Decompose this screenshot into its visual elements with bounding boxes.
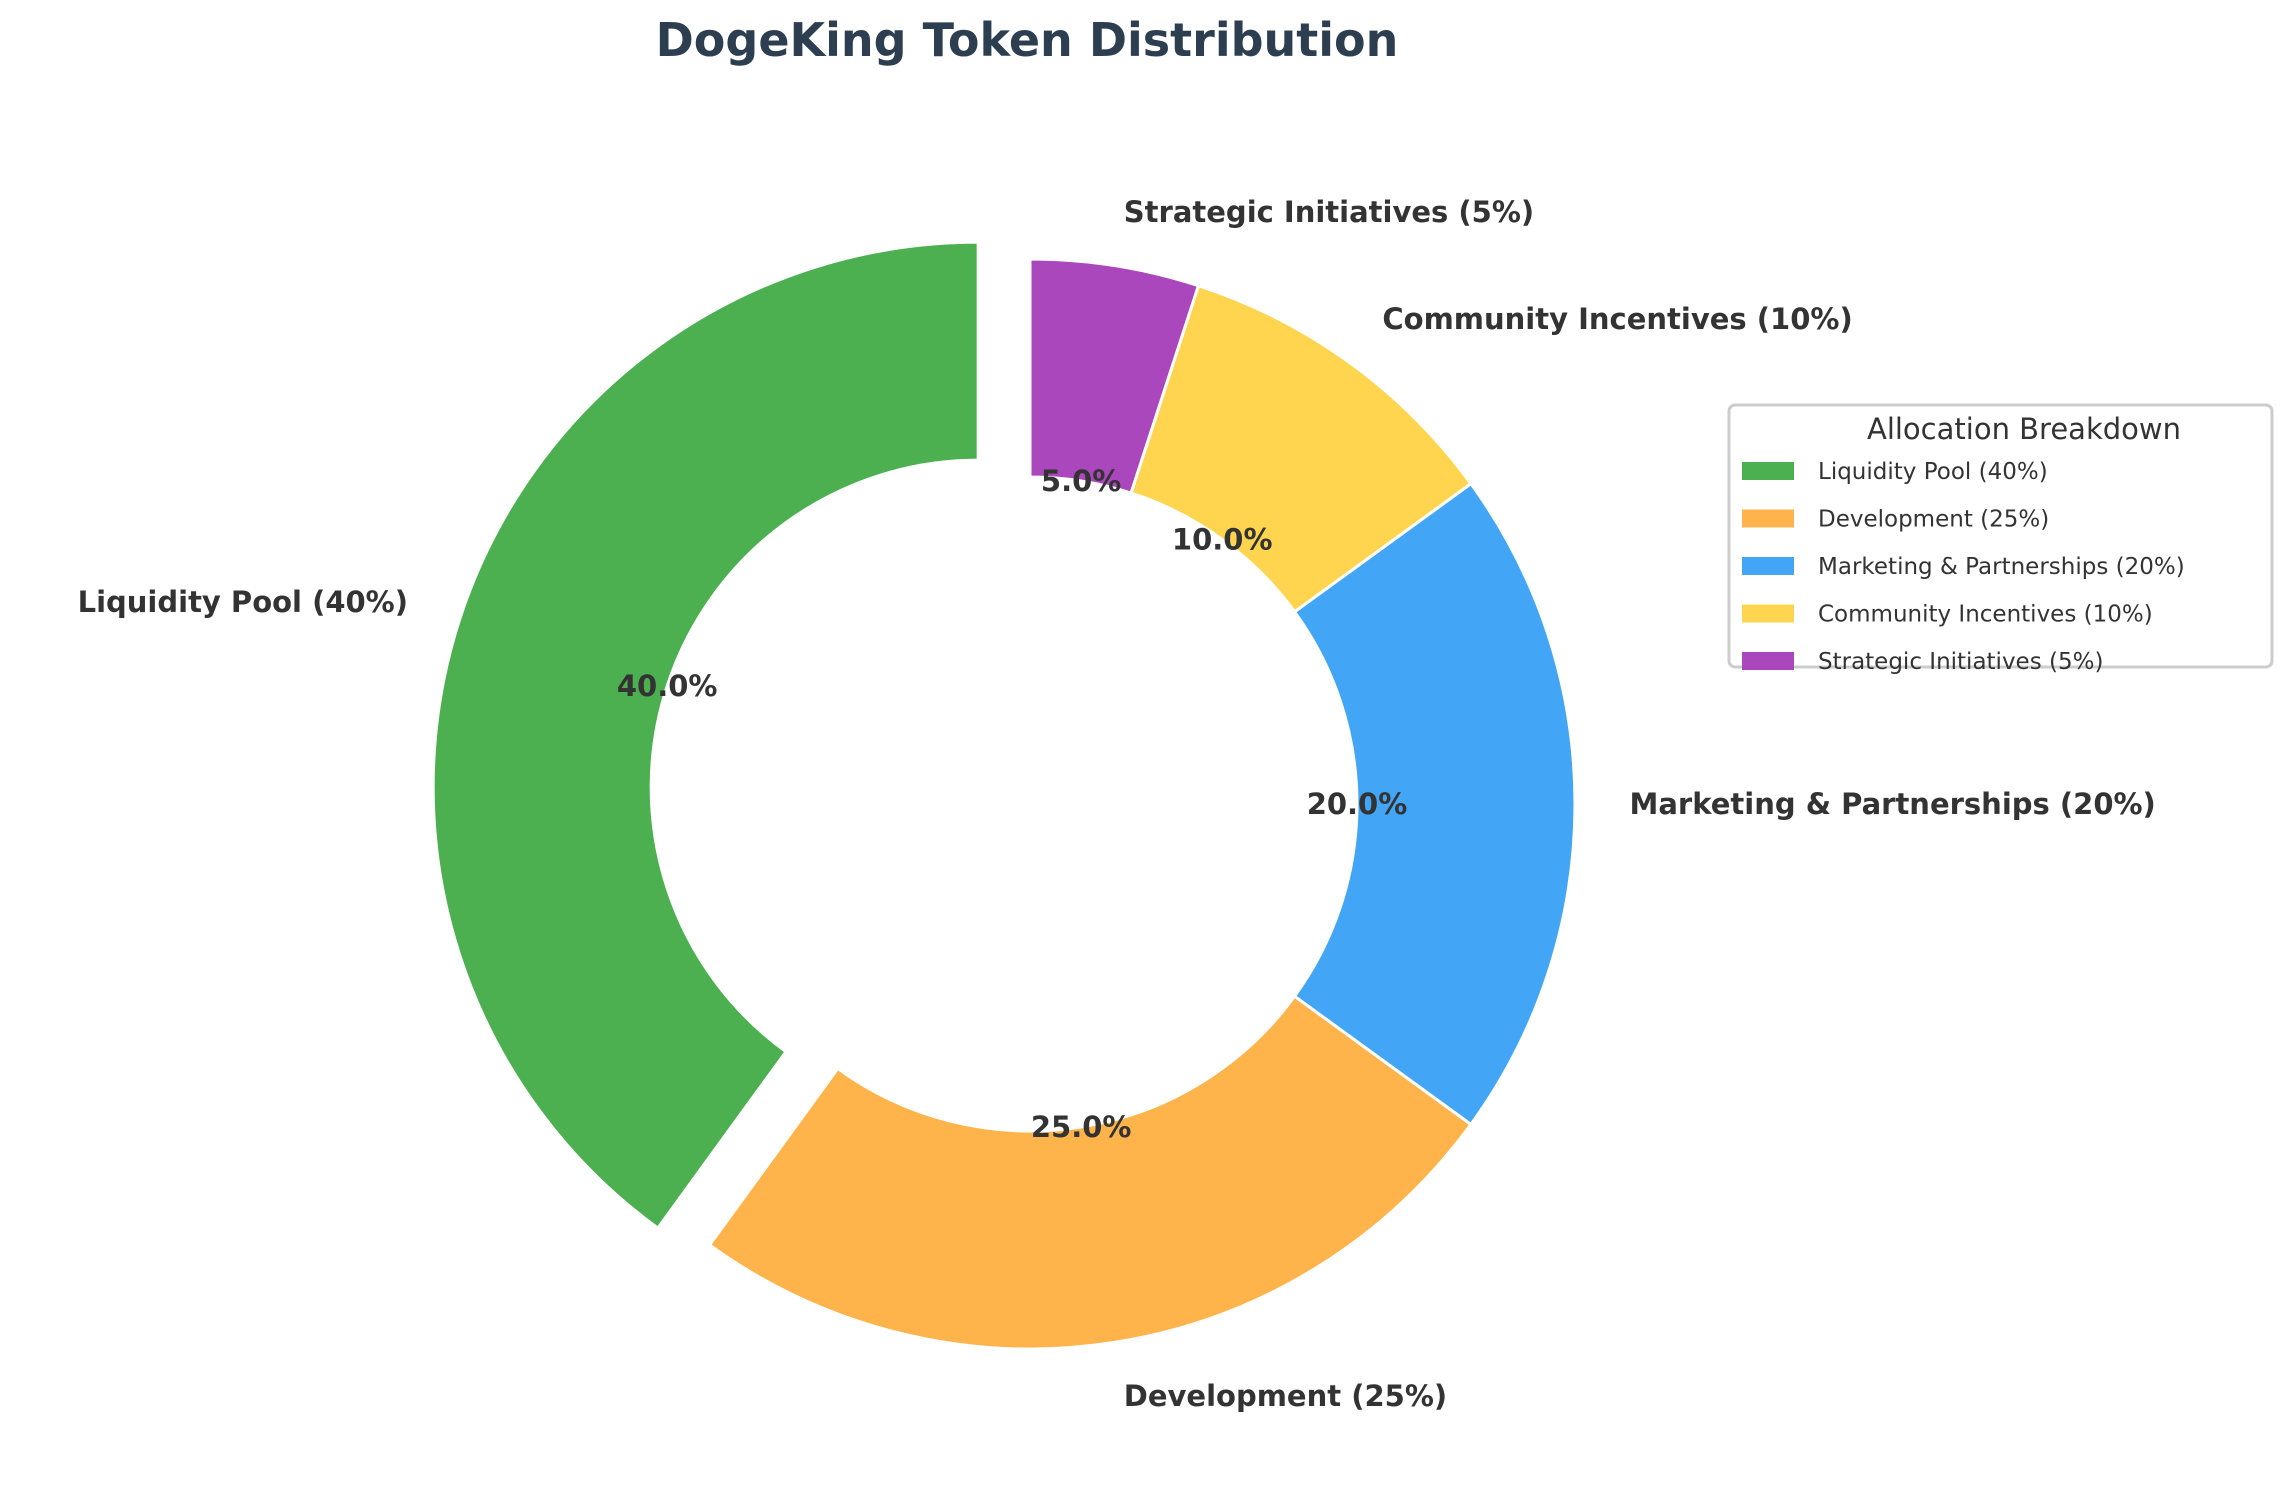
legend-swatch — [1742, 557, 1794, 575]
wedge-4 — [1028, 257, 1201, 495]
legend-swatch — [1742, 652, 1794, 670]
slice-label: Strategic Initiatives (5%) — [1124, 195, 1534, 229]
wedge-0 — [431, 240, 980, 1231]
wedge-2 — [1292, 481, 1577, 1127]
legend-swatch — [1742, 509, 1794, 528]
legend-entry: Marketing & Partnerships (20%) — [1818, 554, 2185, 580]
pct-label: 40.0% — [617, 669, 718, 703]
pct-label: 25.0% — [1031, 1110, 1132, 1144]
legend-entry: Community Incentives (10%) — [1818, 602, 2153, 628]
legend-swatch — [1742, 604, 1794, 623]
pct-label: 10.0% — [1172, 522, 1273, 556]
legend-entry: Development (25%) — [1818, 507, 2049, 533]
chart-title: DogeKing Token Distribution — [656, 13, 1399, 67]
legend-frame — [1727, 403, 2274, 669]
pct-label: 5.0% — [1041, 464, 1121, 498]
pct-label: 20.0% — [1307, 787, 1408, 821]
wedge-1 — [707, 994, 1474, 1351]
legend-entry: Strategic Initiatives (5%) — [1818, 649, 2103, 675]
wedges — [431, 240, 1577, 1351]
legend-entry: Liquidity Pool (40%) — [1818, 459, 2048, 485]
labels: Liquidity Pool (40%) 40.0% Development (25… — [78, 195, 2156, 1413]
slice-label: Development (25%) — [1124, 1379, 1447, 1413]
slice-label: Community Incentives (10%) — [1382, 302, 1852, 336]
legend-swatch — [1742, 462, 1794, 480]
legend: Allocation Breakdown Liquidity Pool (40%… — [1727, 403, 2274, 675]
slice-label: Marketing & Partnerships (20%) — [1630, 787, 2156, 821]
slice-label: Liquidity Pool (40%) — [78, 585, 408, 619]
legend-title: Allocation Breakdown — [1867, 412, 2181, 446]
